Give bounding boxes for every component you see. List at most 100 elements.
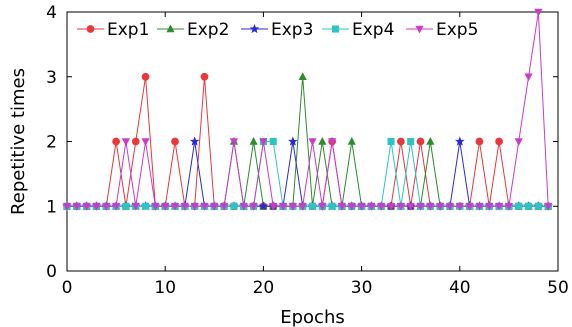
- data-point-exp5: [151, 203, 160, 211]
- legend-entry-exp1: Exp1: [77, 20, 149, 40]
- series-line-exp5: [67, 11, 549, 207]
- data-point-exp5: [190, 203, 199, 211]
- data-point-exp4: [308, 202, 317, 210]
- data-point-exp4: [230, 202, 238, 210]
- legend-marker: [166, 24, 175, 33]
- x-tick-label: 10: [154, 278, 176, 298]
- data-point-exp5: [475, 203, 484, 211]
- legend-entry-exp5: Exp5: [406, 20, 478, 40]
- data-point-exp4: [515, 202, 523, 210]
- data-point-exp5: [259, 138, 268, 147]
- data-point-exp3: [454, 136, 465, 146]
- data-point-exp5: [495, 203, 504, 211]
- data-point-exp5: [170, 203, 180, 211]
- x-tick-label: 40: [449, 278, 471, 298]
- data-point-exp5: [269, 203, 278, 211]
- data-point-exp3: [258, 201, 269, 211]
- data-point-exp5: [239, 203, 248, 211]
- data-point-exp4: [122, 202, 130, 210]
- data-point-exp5: [367, 203, 376, 211]
- legend-label: Exp2: [187, 20, 229, 40]
- data-point-exp5: [337, 203, 347, 211]
- x-axis-title: Epochs: [280, 307, 345, 327]
- y-tick-label: 1: [46, 197, 57, 217]
- data-point-exp5: [445, 203, 455, 211]
- data-point-exp5: [426, 203, 435, 211]
- data-point-exp1: [397, 137, 405, 146]
- legend-label: Exp3: [271, 20, 313, 40]
- legend-entry-exp4: Exp4: [322, 20, 394, 40]
- data-point-exp5: [249, 203, 258, 211]
- legend-label: Exp1: [107, 20, 149, 40]
- data-point-exp5: [92, 203, 101, 211]
- legend-label: Exp5: [436, 20, 478, 40]
- data-point-exp1: [200, 72, 209, 81]
- data-point-exp5: [357, 203, 366, 211]
- data-point-exp2: [318, 136, 327, 145]
- legend: Exp1 Exp2 Exp3 Exp4 Exp5: [77, 20, 478, 40]
- data-point-exp1: [495, 137, 503, 146]
- legend-marker: [415, 25, 424, 34]
- data-point-exp5: [161, 203, 170, 211]
- data-point-exp2: [426, 136, 435, 145]
- series-layer: [62, 8, 553, 211]
- data-point-exp5: [377, 203, 386, 211]
- data-point-exp5: [504, 203, 513, 211]
- data-point-exp1: [131, 137, 140, 146]
- data-point-exp4: [269, 137, 277, 146]
- data-point-exp5: [121, 138, 130, 147]
- data-point-exp2: [347, 136, 356, 145]
- data-point-exp5: [200, 203, 209, 211]
- data-point-exp5: [308, 138, 317, 147]
- x-tick-label: 50: [547, 278, 569, 298]
- data-point-exp5: [544, 203, 553, 211]
- data-point-exp5: [278, 203, 288, 211]
- data-point-exp5: [210, 203, 219, 211]
- data-point-exp2: [249, 136, 258, 145]
- data-point-exp5: [347, 203, 356, 211]
- data-point-exp5: [406, 203, 415, 211]
- data-point-exp1: [475, 137, 484, 146]
- data-point-exp5: [288, 203, 297, 211]
- data-point-exp5: [82, 203, 91, 211]
- data-point-exp1: [141, 72, 150, 81]
- y-tick-label: 2: [46, 133, 57, 153]
- data-point-exp5: [318, 203, 327, 211]
- data-point-exp5: [141, 138, 150, 147]
- legend-entry-exp3: Exp3: [241, 20, 313, 40]
- data-point-exp5: [455, 203, 464, 211]
- data-point-exp5: [112, 203, 121, 211]
- data-point-exp5: [102, 203, 111, 211]
- data-point-exp4: [534, 202, 542, 210]
- data-point-exp5: [396, 203, 405, 211]
- data-point-exp1: [416, 137, 425, 146]
- data-point-exp5: [524, 73, 533, 82]
- x-tick-label: 0: [62, 278, 73, 298]
- series-exp5: [62, 8, 553, 211]
- y-tick-label: 0: [46, 262, 57, 282]
- data-point-exp5: [416, 203, 425, 211]
- data-point-exp5: [465, 203, 474, 211]
- data-point-exp5: [485, 203, 494, 211]
- legend-marker: [86, 25, 95, 33]
- legend-marker: [249, 23, 260, 34]
- data-point-exp5: [62, 203, 72, 211]
- data-point-exp4: [524, 202, 533, 210]
- data-point-exp5: [229, 138, 239, 147]
- axes: 0 10 20 30 40 50 0 1 2 3 4: [46, 3, 569, 298]
- data-point-exp5: [298, 203, 307, 211]
- data-point-exp5: [131, 203, 140, 211]
- data-point-exp3: [189, 136, 200, 146]
- data-point-exp4: [407, 137, 415, 146]
- data-point-exp1: [112, 137, 120, 146]
- legend-label: Exp4: [352, 20, 394, 40]
- y-tick-label: 4: [46, 3, 57, 23]
- data-point-exp4: [387, 137, 395, 146]
- data-point-exp5: [514, 138, 523, 147]
- y-axis-title: Repetitive times: [8, 68, 29, 215]
- data-point-exp5: [386, 203, 396, 211]
- x-tick-label: 20: [253, 278, 275, 298]
- data-point-exp5: [72, 203, 81, 211]
- data-point-exp3: [288, 136, 298, 146]
